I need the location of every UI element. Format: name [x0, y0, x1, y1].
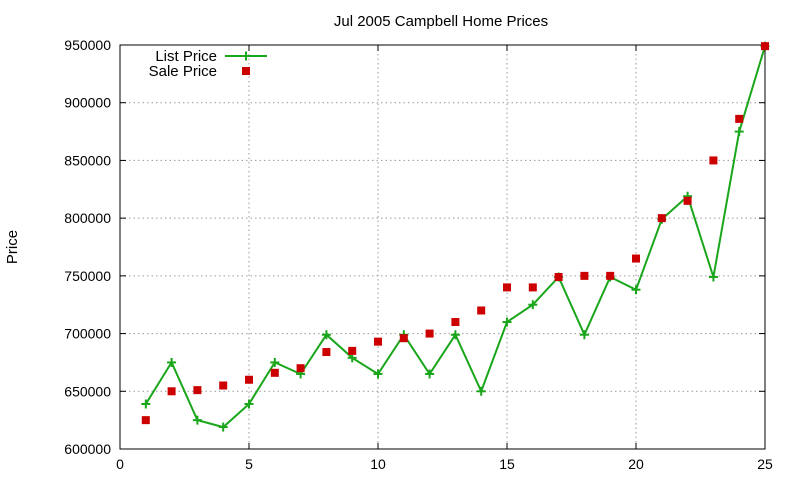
list-price-point — [734, 127, 744, 137]
plot-frame — [119, 44, 766, 450]
x-tick-label: 25 — [757, 456, 773, 472]
sale-price-point — [245, 375, 253, 384]
chart-title: Jul 2005 Campbell Home Prices — [334, 13, 548, 30]
sale-price-point — [219, 381, 228, 390]
sale-price-point — [735, 114, 744, 123]
y-tick-label: 900000 — [64, 95, 111, 111]
list-price-point — [141, 399, 151, 409]
sale-price-point — [632, 254, 640, 263]
y-tick-label: 800000 — [64, 210, 111, 226]
sale-price-point — [451, 318, 460, 327]
sale-price-point — [528, 283, 537, 292]
sale-price-point — [761, 42, 769, 51]
list-price-point — [192, 415, 202, 425]
x-tick-label: 15 — [499, 456, 515, 472]
sale-price-point — [554, 273, 563, 282]
list-price-point — [708, 272, 718, 282]
legend-label-list-price: List Price — [155, 48, 217, 65]
list-price-point — [579, 330, 589, 340]
legend: List Price Sale Price — [149, 48, 267, 80]
sale-price-point — [477, 306, 486, 315]
list-price-point — [270, 357, 280, 367]
x-tick-label: 5 — [245, 456, 253, 472]
sale-price-point — [657, 214, 666, 223]
sale-price-point — [193, 386, 202, 395]
list-price-point — [373, 369, 383, 379]
sale-price-point — [374, 337, 382, 346]
x-tick-label: 20 — [628, 456, 644, 472]
list-price-point — [631, 285, 641, 295]
legend-label-sale-price: Sale Price — [149, 63, 217, 80]
sale-price-point — [141, 416, 150, 425]
sale-price-point — [167, 387, 176, 396]
sale-price-point — [580, 271, 589, 280]
sale-price-point — [348, 346, 357, 355]
sale-price-point — [683, 196, 692, 205]
list-price-point — [321, 330, 331, 340]
y-tick-label: 950000 — [64, 37, 111, 53]
x-tick-label: 10 — [370, 456, 386, 472]
plot-area — [141, 41, 770, 432]
list-price-point — [425, 369, 435, 379]
y-tick-label: 750000 — [64, 268, 111, 284]
legend-marker-sale-price — [242, 67, 250, 75]
list-price-point — [244, 399, 254, 409]
sale-price-point — [296, 364, 305, 373]
sale-price-point — [503, 283, 511, 292]
axis-ticks: 0 5 10 15 20 25 600000 650000 700000 750000 800000… — [64, 37, 773, 472]
sale-price-point — [606, 271, 615, 280]
sale-price-point — [270, 368, 279, 377]
y-tick-label: 700000 — [64, 326, 111, 342]
list-price-point — [528, 300, 538, 310]
x-tick-label: 0 — [116, 456, 124, 472]
sale-price-point — [322, 348, 331, 357]
y-tick-label: 650000 — [64, 383, 111, 399]
list-price-point — [167, 357, 177, 367]
sale-price-point — [399, 334, 408, 343]
list-price-point — [476, 386, 486, 396]
y-tick-label: 600000 — [64, 441, 111, 457]
y-axis-label: Price — [4, 230, 21, 264]
sale-price-point — [425, 329, 434, 338]
legend-marker-list-price — [241, 51, 251, 61]
list-price-point — [450, 330, 460, 340]
sale-price-point — [709, 156, 718, 165]
y-tick-label: 850000 — [64, 152, 111, 168]
list-price-point — [502, 317, 512, 327]
list-price-point — [218, 422, 228, 432]
